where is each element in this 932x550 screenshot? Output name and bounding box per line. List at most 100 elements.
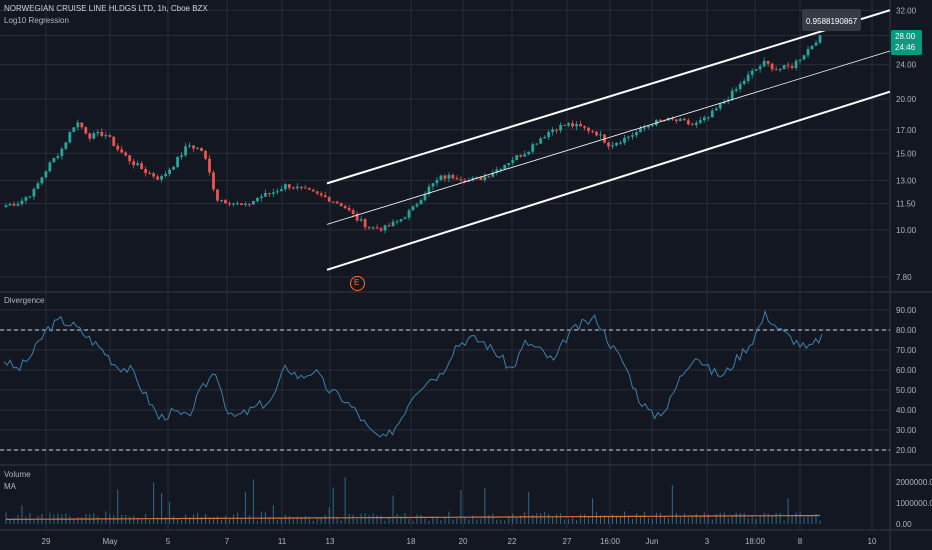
time-tick-label: May: [102, 537, 117, 546]
divergence-tick-label: 40.00: [896, 406, 917, 415]
candle-body: [319, 193, 323, 196]
pearson-value-label: 0.9588190867: [802, 9, 862, 31]
candle-body: [411, 206, 415, 211]
candle-body: [431, 183, 435, 187]
time-tick-label: 3: [705, 537, 710, 546]
candle-body: [124, 152, 128, 156]
candle-body: [100, 132, 104, 136]
candle-body: [52, 157, 56, 163]
candle-body: [244, 203, 247, 205]
candle-body: [48, 162, 52, 172]
candle-body: [20, 200, 24, 204]
candle-body: [403, 217, 407, 220]
candle-body: [770, 63, 774, 70]
candle-body: [148, 172, 152, 174]
candle-body: [806, 49, 810, 56]
candle-body: [363, 219, 367, 228]
candle-body: [8, 203, 12, 206]
candle-body: [722, 101, 726, 104]
regression-channel: [326, 9, 891, 271]
candle-body: [718, 103, 722, 109]
candle-body: [734, 89, 738, 91]
candle-body: [216, 189, 219, 201]
candle-body: [204, 151, 207, 159]
candle-body: [399, 219, 403, 222]
earnings-marker[interactable]: E: [350, 276, 365, 291]
candle-body: [208, 158, 211, 173]
candle-body: [311, 189, 315, 192]
candle-body: [690, 124, 694, 126]
candle-body: [36, 183, 40, 189]
divergence-tick-label: 30.00: [896, 426, 917, 435]
candle-body: [459, 179, 463, 181]
candle-body: [579, 123, 582, 127]
candle-body: [40, 177, 44, 184]
candle-body: [12, 203, 16, 206]
candle-body: [651, 125, 654, 127]
candle-body: [603, 134, 606, 143]
candle-body: [387, 225, 391, 227]
candle-body: [343, 206, 347, 209]
candle-body: [327, 197, 331, 202]
candle-body: [355, 213, 359, 221]
candle-body: [132, 161, 136, 166]
time-tick-label: 29: [42, 537, 51, 546]
candle-body: [28, 196, 32, 198]
candle-body: [24, 197, 28, 201]
candle-body: [515, 155, 519, 161]
candle-body: [96, 132, 100, 134]
price-badge: 28.00 24:46: [891, 30, 922, 55]
candle-body: [299, 186, 303, 188]
candle-body: [499, 169, 503, 171]
candle-body: [475, 176, 479, 178]
candle-body: [240, 203, 243, 205]
divergence-pane: [0, 309, 890, 451]
candle-body: [251, 201, 255, 205]
candle-body: [60, 148, 64, 157]
candle-body: [259, 196, 263, 199]
candle-body: [507, 162, 511, 165]
candle-body: [136, 163, 140, 166]
candle-body: [224, 200, 227, 204]
candle-body: [491, 173, 495, 177]
candle-body: [439, 175, 443, 181]
candle-body: [4, 205, 8, 208]
candle-body: [758, 66, 762, 70]
candle-body: [228, 203, 231, 205]
candle-body: [483, 176, 487, 181]
candle-body: [547, 132, 551, 138]
candle-body: [291, 187, 295, 189]
candle-body: [786, 65, 790, 67]
candle-body: [164, 174, 168, 177]
candle-body: [702, 117, 706, 121]
candle-body: [168, 169, 171, 175]
volume-title: Volume: [4, 470, 31, 479]
candle-body: [451, 174, 455, 179]
candle-body: [339, 203, 343, 207]
candle-body: [762, 61, 766, 67]
price-tick-label: 13.00: [896, 176, 917, 185]
candle-body: [415, 204, 419, 207]
candle-body: [80, 122, 84, 128]
candle-body: [32, 188, 36, 197]
candle-body: [571, 123, 575, 127]
candle-body: [120, 149, 124, 153]
candle-body: [435, 180, 439, 184]
price-tick-label: 10.00: [896, 226, 917, 235]
divergence-title: Divergence: [4, 296, 45, 305]
volume-pane: [5, 477, 821, 524]
candle-body: [68, 131, 72, 143]
current-price: 28.00: [895, 32, 916, 41]
candle-body: [427, 186, 431, 195]
volume-tick-label: 0.00: [896, 520, 912, 529]
time-tick-label: 10: [868, 537, 877, 546]
candle-body: [220, 200, 223, 202]
candle-body: [88, 133, 92, 139]
divergence-tick-label: 50.00: [896, 386, 917, 395]
candle-body: [232, 203, 235, 205]
volume-tick-label: 2000000.00: [896, 478, 932, 487]
candle-body: [275, 191, 279, 193]
candle-body: [295, 186, 299, 189]
candle-body: [710, 110, 714, 118]
